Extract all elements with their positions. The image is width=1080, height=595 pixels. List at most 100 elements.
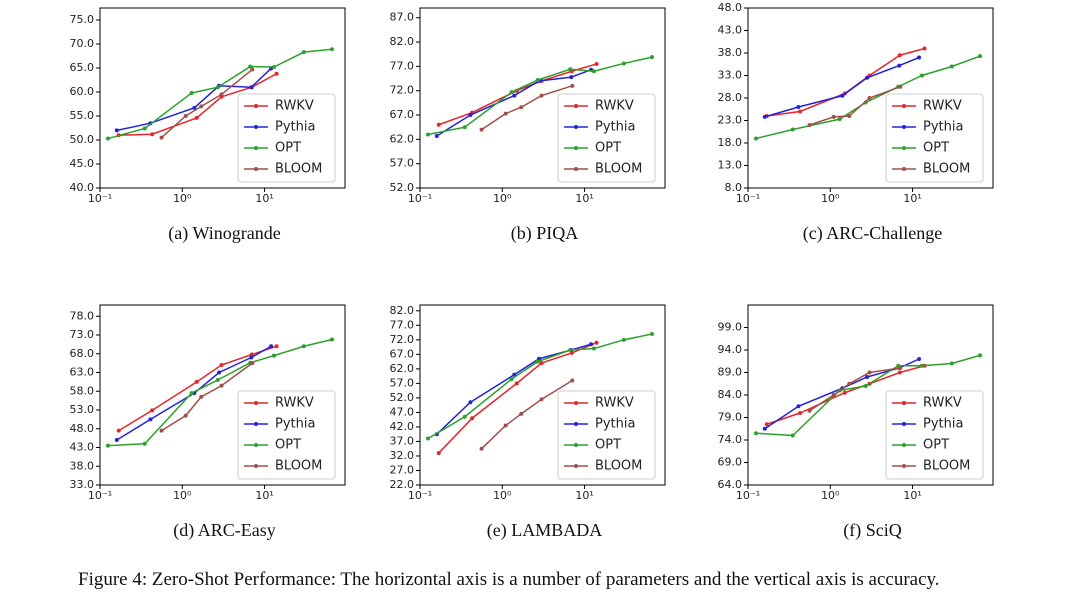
- data-point: [512, 93, 517, 98]
- x-tick-label: 10⁻¹: [88, 489, 112, 502]
- data-point: [796, 404, 801, 409]
- data-point: [977, 353, 982, 358]
- legend-label: OPT: [595, 438, 621, 453]
- series-line: [755, 354, 981, 437]
- x-tick-label: 10⁰: [173, 192, 192, 205]
- data-point: [790, 127, 795, 132]
- data-point: [150, 408, 155, 413]
- legend-label: OPT: [595, 141, 621, 156]
- data-point: [977, 54, 982, 59]
- data-point: [468, 400, 473, 405]
- legend-marker: [574, 443, 578, 447]
- data-point: [807, 408, 812, 413]
- data-point: [535, 359, 540, 364]
- y-tick-label: 13.0: [718, 159, 743, 172]
- x-tick-label: 10⁻¹: [736, 192, 760, 205]
- data-point: [189, 391, 194, 396]
- data-point: [105, 136, 110, 141]
- legend-marker: [574, 422, 578, 426]
- y-tick-label: 77.0: [390, 318, 415, 331]
- data-point: [568, 67, 573, 72]
- y-tick-label: 72.0: [390, 333, 415, 346]
- y-tick-label: 57.0: [390, 157, 415, 170]
- plot-frame: [99, 304, 346, 486]
- y-tick-label: 62.0: [390, 362, 415, 375]
- data-point: [249, 85, 254, 90]
- y-tick-label: 87.0: [390, 11, 415, 24]
- legend-marker: [254, 401, 258, 405]
- y-tick-label: 45.0: [70, 157, 95, 170]
- chart-title: (e) LAMBADA: [487, 520, 602, 541]
- data-point: [159, 428, 164, 433]
- series-line: [755, 55, 981, 140]
- y-tick-label: 43.0: [70, 441, 95, 454]
- data-point: [248, 64, 253, 69]
- legend-label: Pythia: [595, 120, 635, 135]
- y-tick-label: 28.0: [718, 91, 743, 104]
- y-tick-label: 65.0: [70, 61, 95, 74]
- legend-marker: [902, 464, 906, 468]
- legend-label: RWKV: [275, 99, 314, 114]
- data-point: [753, 431, 758, 436]
- data-point: [159, 135, 164, 140]
- data-point: [842, 390, 847, 395]
- data-point: [436, 451, 441, 456]
- series-line: [427, 333, 653, 440]
- x-tick-label: 10⁻¹: [88, 192, 112, 205]
- data-point: [922, 46, 927, 51]
- data-point: [807, 123, 812, 127]
- data-point: [249, 352, 254, 357]
- data-point: [591, 346, 596, 351]
- data-point: [503, 423, 508, 428]
- y-tick-label: 18.0: [718, 136, 743, 149]
- legend-label: Pythia: [275, 120, 315, 135]
- y-tick-label: 47.0: [390, 405, 415, 418]
- legend-label: BLOOM: [595, 459, 642, 474]
- legend-label: OPT: [275, 141, 301, 156]
- plot-frame: [419, 7, 666, 189]
- chart-title: (d) ARC-Easy: [173, 520, 276, 541]
- legend-marker: [254, 167, 258, 171]
- data-point: [594, 61, 599, 66]
- legend-label: RWKV: [595, 396, 634, 411]
- data-point: [863, 384, 868, 388]
- y-tick-label: 67.0: [390, 108, 415, 121]
- data-point: [837, 117, 842, 122]
- y-tick-label: 62.0: [390, 132, 415, 145]
- legend-marker: [902, 167, 906, 171]
- data-point: [271, 65, 276, 70]
- data-point: [189, 90, 194, 95]
- data-point: [897, 370, 902, 375]
- y-tick-label: 32.0: [390, 449, 415, 462]
- data-point: [764, 422, 769, 427]
- data-point: [434, 133, 439, 138]
- legend-box: [557, 390, 656, 480]
- x-tick-label: 10¹: [255, 489, 273, 502]
- legend-marker: [574, 167, 578, 171]
- data-point: [949, 361, 954, 366]
- x-tick-label: 10⁰: [821, 192, 840, 205]
- legend-marker: [254, 104, 258, 108]
- data-point: [535, 78, 540, 82]
- x-tick-label: 10¹: [903, 489, 921, 502]
- y-tick-label: 84.0: [718, 388, 743, 401]
- y-tick-label: 68.0: [70, 347, 95, 360]
- y-tick-label: 94.0: [718, 343, 743, 356]
- data-point: [116, 428, 121, 433]
- x-tick-label: 10⁻¹: [736, 489, 760, 502]
- data-point: [831, 114, 836, 119]
- x-tick-label: 10¹: [255, 192, 273, 205]
- data-point: [142, 126, 147, 131]
- legend-label: BLOOM: [275, 162, 322, 177]
- x-tick-label: 10⁰: [493, 192, 512, 205]
- data-point: [301, 50, 306, 55]
- y-tick-label: 23.0: [718, 114, 743, 127]
- data-point: [219, 383, 224, 388]
- legend-label: Pythia: [923, 120, 963, 135]
- series-line: [436, 69, 592, 137]
- data-point: [919, 73, 924, 78]
- data-point: [847, 114, 852, 118]
- legend-marker: [574, 146, 578, 150]
- chart-title: (a) Winogrande: [168, 223, 280, 244]
